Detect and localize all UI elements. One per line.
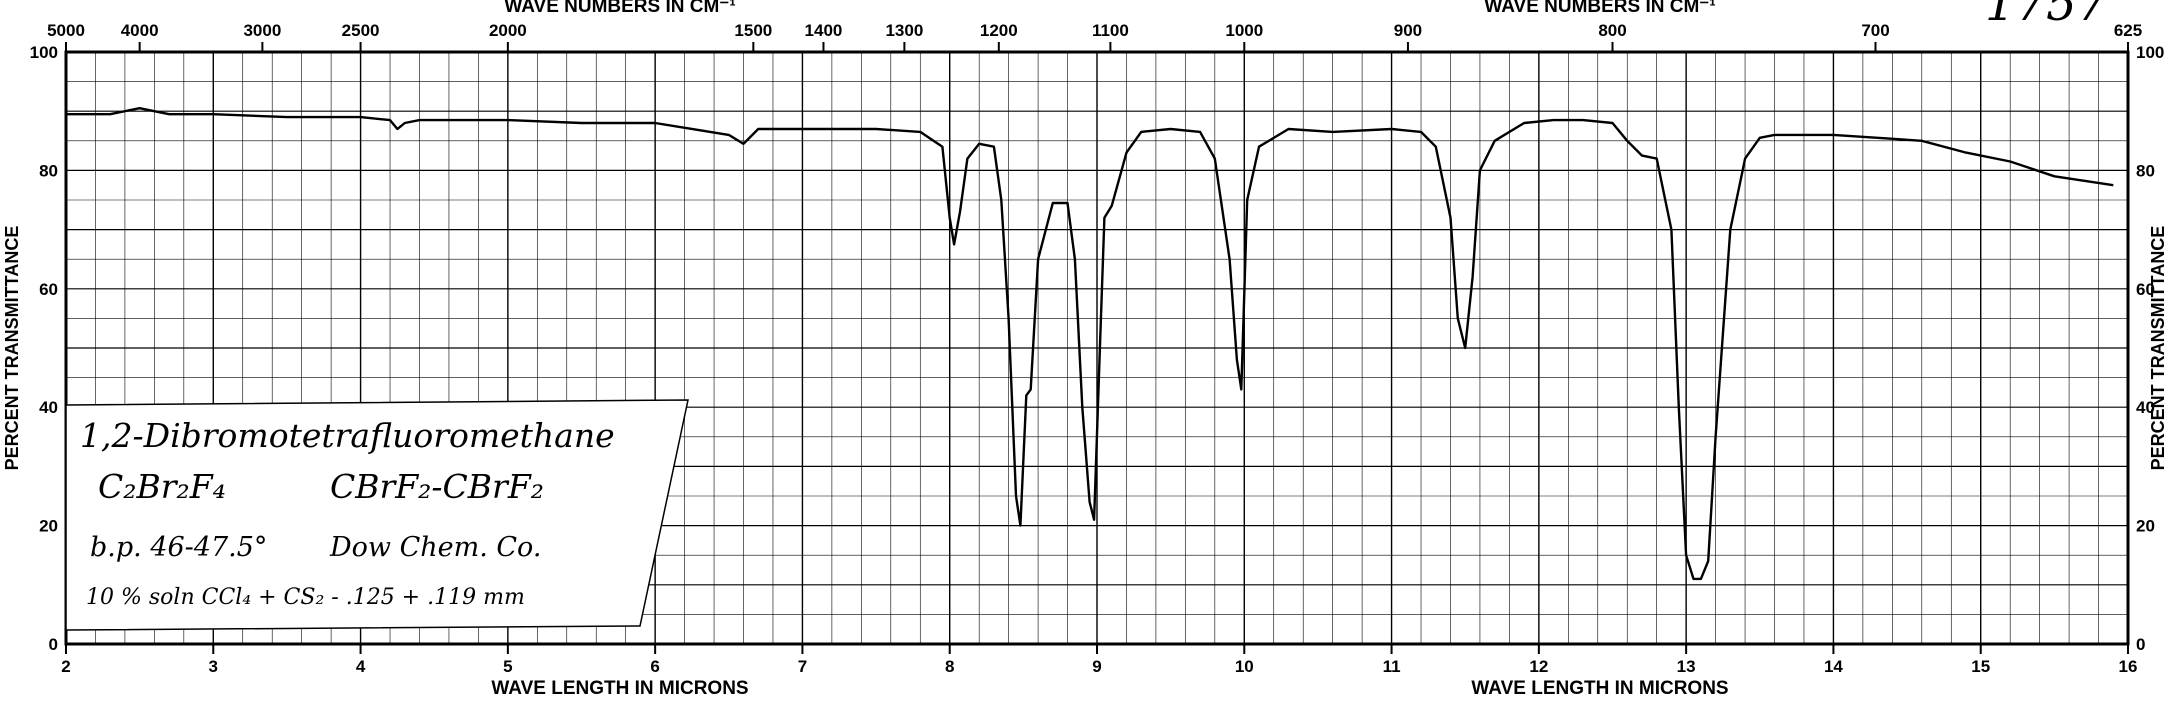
x-axis-label-right: WAVE LENGTH IN MICRONS	[1471, 678, 1728, 699]
top-tick-label: 1000	[1225, 21, 1263, 40]
top-tick-label: 2500	[342, 21, 380, 40]
sample-formula: C₂Br₂F₄	[98, 467, 226, 506]
top-tick-label: 1200	[980, 21, 1018, 40]
y-tick-label-left: 80	[39, 161, 58, 180]
y-tick-label-left: 60	[39, 280, 58, 299]
axis-ticks	[65, 42, 2129, 654]
sample-conditions: 10 % soln CCl₄ + CS₂ - .125 + .119 mm	[86, 585, 525, 610]
x-tick-label: 7	[798, 657, 807, 676]
top-tick-label: 4000	[121, 21, 159, 40]
top-tick-label: 1400	[805, 21, 843, 40]
y-axis-label-right: PERCENT TRANSMITTANCE	[2148, 226, 2168, 471]
top-tick-label: 800	[1598, 21, 1626, 40]
x-tick-label: 11	[1383, 657, 1401, 676]
top-tick-label: 2000	[489, 21, 527, 40]
transmittance-curve	[66, 107, 2114, 581]
top-tick-label: 1500	[734, 21, 772, 40]
x-tick-label: 9	[1092, 657, 1101, 676]
top-tick-label: 625	[2114, 21, 2142, 40]
y-tick-label-right: 100	[2136, 43, 2164, 62]
y-axis-label-left: PERCENT TRANSMITTANCE	[2, 226, 22, 471]
y-tick-label-right: 80	[2136, 161, 2155, 180]
y-tick-label-right: 0	[2136, 635, 2145, 654]
top-tick-label: 900	[1394, 21, 1422, 40]
y-tick-label-left: 100	[30, 43, 58, 62]
x-tick-label: 5	[503, 657, 512, 676]
top-tick-label: 700	[1861, 21, 1889, 40]
top-axis-label-right: WAVE NUMBERS IN CM⁻¹	[1484, 0, 1715, 17]
sample-structure: CBrF₂-CBrF₂	[330, 467, 544, 506]
x-tick-label: 14	[1824, 657, 1843, 676]
sheet-number: 1757	[1985, 0, 2108, 32]
y-tick-label-left: 40	[39, 398, 58, 417]
x-tick-label: 6	[650, 657, 659, 676]
sample-info-card: 1,2-Dibromotetrafluoromethane C₂Br₂F₄ CB…	[65, 399, 689, 631]
top-tick-label: 1100	[1092, 21, 1129, 40]
y-tick-label-right: 40	[2136, 398, 2155, 417]
y-tick-label-left: 20	[39, 517, 58, 536]
x-tick-label: 12	[1529, 657, 1548, 676]
sample-name: 1,2-Dibromotetrafluoromethane	[80, 416, 615, 455]
x-tick-label: 3	[209, 657, 218, 676]
y-tick-label-right: 60	[2136, 280, 2155, 299]
x-tick-label: 13	[1677, 657, 1696, 676]
top-tick-label: 5000	[47, 21, 85, 40]
x-tick-label: 10	[1235, 657, 1254, 676]
x-tick-label: 16	[2119, 657, 2138, 676]
x-tick-label: 4	[356, 657, 366, 676]
x-tick-label: 2	[61, 657, 70, 676]
x-tick-label: 8	[945, 657, 954, 676]
y-tick-label-left: 0	[49, 635, 58, 654]
y-tick-label-right: 20	[2136, 517, 2155, 536]
top-axis-label-left: WAVE NUMBERS IN CM⁻¹	[504, 0, 735, 17]
x-tick-label: 15	[1971, 657, 1990, 676]
sample-source: Dow Chem. Co.	[329, 532, 541, 563]
top-tick-label: 3000	[243, 21, 281, 40]
top-tick-label: 1300	[885, 21, 923, 40]
x-axis-label-left: WAVE LENGTH IN MICRONS	[491, 678, 748, 699]
sample-boiling-point: b.p. 46-47.5°	[90, 532, 267, 563]
